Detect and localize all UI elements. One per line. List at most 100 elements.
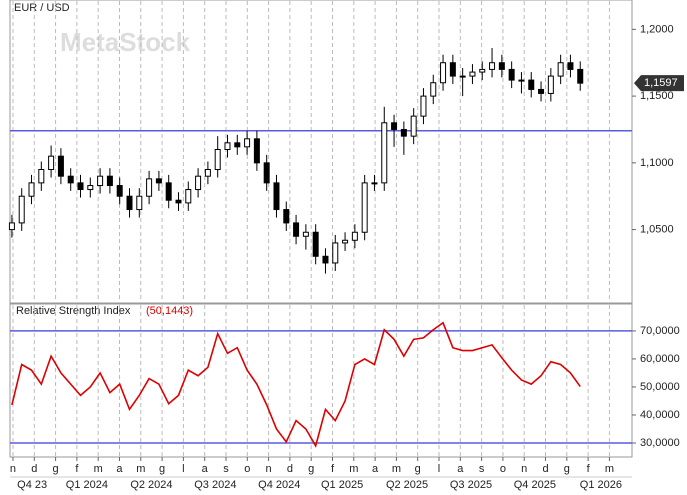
watermark: MetaStock xyxy=(60,27,191,57)
candle-body xyxy=(479,68,486,73)
candle-body xyxy=(283,209,290,224)
candle-body xyxy=(332,242,339,264)
candle-body xyxy=(440,62,447,84)
x-tick-label: m xyxy=(349,463,358,475)
x-tick-label: m xyxy=(392,463,401,475)
candle-body xyxy=(67,175,74,184)
chart-title: EUR / USD xyxy=(14,2,70,14)
candle-body xyxy=(146,178,153,197)
x-tick-label: a xyxy=(457,463,464,475)
candle-body xyxy=(97,175,104,187)
candle-body xyxy=(567,62,574,70)
x-tick-label: a xyxy=(372,463,379,475)
candle-body xyxy=(244,138,251,148)
x-tick-label: f xyxy=(331,463,335,475)
candle-body xyxy=(234,142,241,148)
candle-body xyxy=(410,115,417,137)
last-price-box xyxy=(634,75,684,92)
candle-body xyxy=(498,62,505,70)
candle-body xyxy=(175,199,182,204)
rsi-panel xyxy=(9,303,633,458)
candle-body xyxy=(28,182,35,197)
rsi-line xyxy=(11,321,581,448)
candle-body xyxy=(195,175,202,191)
y-tick-label: 40,0000 xyxy=(640,409,680,421)
x-tick-label: s xyxy=(223,463,229,475)
candle-body xyxy=(528,79,535,90)
candle-body xyxy=(547,75,554,94)
candle-body xyxy=(342,239,349,244)
period-label: Q4 23 xyxy=(17,479,47,491)
period-label: Q2 2025 xyxy=(386,479,428,491)
period-label: Q1 2026 xyxy=(580,479,622,491)
y-tick-label: 1,1500 xyxy=(640,90,674,102)
period-label: Q3 2024 xyxy=(194,479,236,491)
x-tick-label: g xyxy=(415,463,421,475)
candle-body xyxy=(165,182,172,201)
x-tick-label: n xyxy=(10,463,16,475)
y-tick-label: 1,2000 xyxy=(640,23,674,35)
candle-body xyxy=(57,155,64,177)
candle-body xyxy=(391,122,398,130)
x-tick-label: g xyxy=(53,463,59,475)
candle-body xyxy=(361,182,368,233)
x-tick-label: o xyxy=(500,463,506,475)
period-label: Q3 2025 xyxy=(450,479,492,491)
period-label: Q4 2024 xyxy=(258,479,300,491)
candle-body xyxy=(155,178,162,184)
candle-body xyxy=(224,142,231,150)
candle-body xyxy=(469,71,476,77)
candle-body xyxy=(302,231,309,237)
candle-body xyxy=(214,148,221,171)
period-label: Q2 2024 xyxy=(130,479,172,491)
candle-body xyxy=(273,182,280,211)
candle-body xyxy=(106,175,113,187)
x-tick-label: d xyxy=(31,463,37,475)
candle-body xyxy=(116,185,123,197)
x-tick-label: o xyxy=(244,463,250,475)
candle-body xyxy=(126,195,133,211)
x-tick-label: s xyxy=(479,463,485,475)
last-price-label: 1,1597 xyxy=(644,77,678,89)
y-tick-label: 50,0000 xyxy=(640,381,680,393)
candle-body xyxy=(38,169,45,184)
period-label: Q1 2024 xyxy=(66,479,108,491)
x-tick-label: l xyxy=(438,463,440,475)
candle-body xyxy=(263,162,270,184)
candle-body xyxy=(508,68,515,81)
candle-body xyxy=(136,195,143,211)
indicator-title: Relative Strength Index xyxy=(16,305,131,317)
candle-body xyxy=(322,255,329,264)
y-tick-label: 30,0000 xyxy=(640,437,680,449)
x-tick-label: d xyxy=(287,463,293,475)
candle-body xyxy=(538,88,545,94)
candle-body xyxy=(518,79,525,82)
x-tick-label: d xyxy=(542,463,548,475)
y-tick-label: 60,0000 xyxy=(640,353,680,365)
indicator-value: (50,1443) xyxy=(146,305,193,317)
candle-body xyxy=(430,82,437,97)
period-label: Q4 2025 xyxy=(514,479,556,491)
x-tick-label: f xyxy=(75,463,79,475)
x-tick-label: n xyxy=(521,463,527,475)
y-tick-label: 70,0000 xyxy=(640,325,680,337)
x-tick-label: g xyxy=(564,463,570,475)
x-tick-label: g xyxy=(159,463,165,475)
y-tick-label: 1,0500 xyxy=(640,223,674,235)
candle-body xyxy=(312,231,319,257)
candle-body xyxy=(185,189,192,204)
x-tick-label: m xyxy=(136,463,145,475)
candle-body xyxy=(48,155,55,171)
candle-body xyxy=(420,95,427,117)
candle-body xyxy=(557,62,564,77)
candle-body xyxy=(351,231,358,241)
candle-body xyxy=(204,169,211,177)
price-panel xyxy=(9,0,633,304)
x-tick-label: a xyxy=(116,463,123,475)
candle-body xyxy=(77,182,84,191)
candle-body xyxy=(489,62,496,70)
candle-body xyxy=(381,122,388,184)
candle-body xyxy=(400,128,407,137)
